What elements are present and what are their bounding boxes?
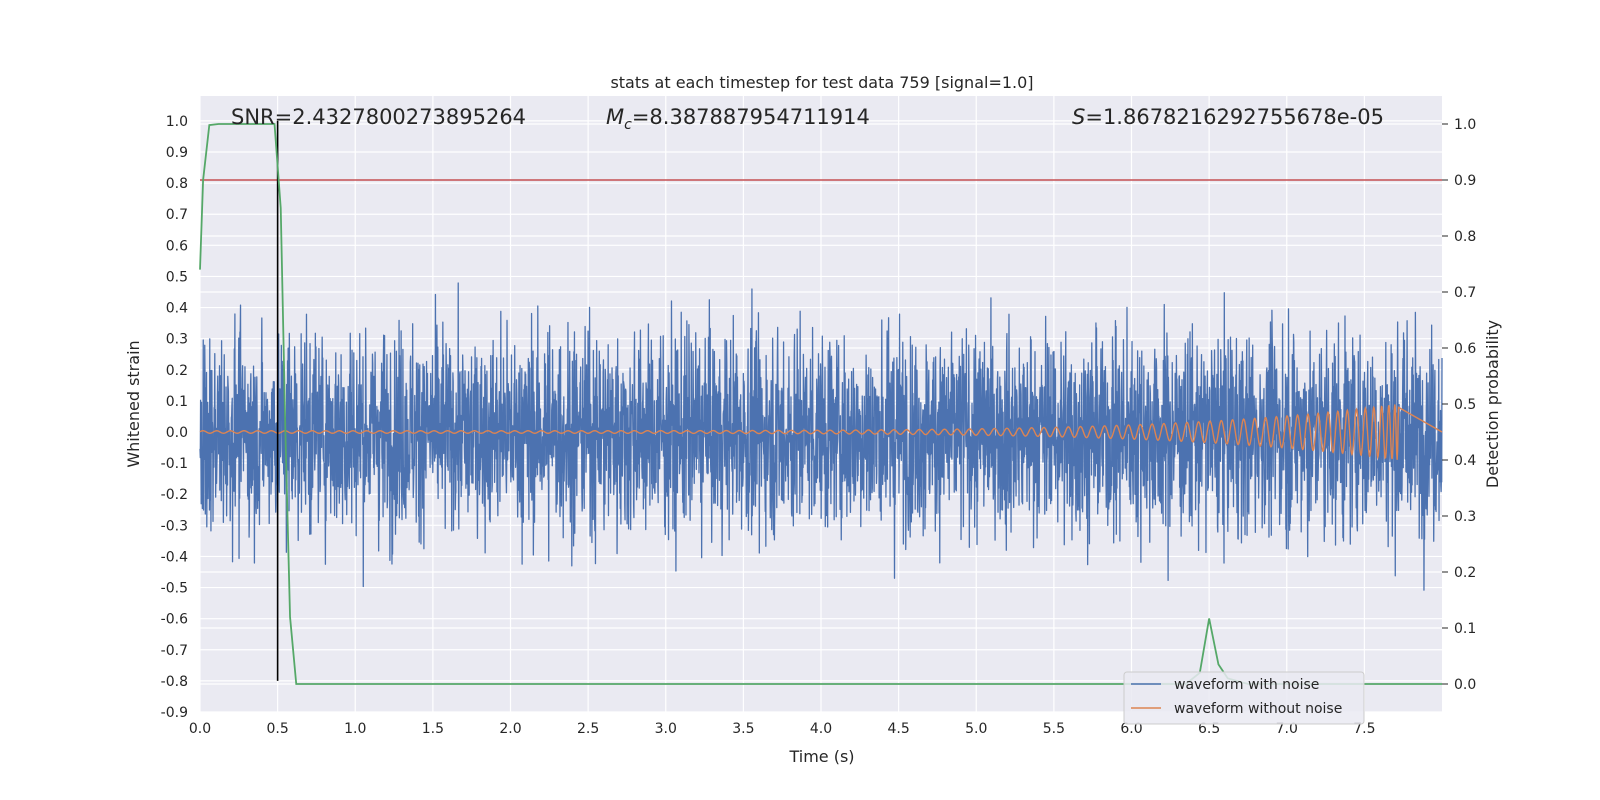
y-tick-label: 0.1 bbox=[166, 394, 188, 410]
y-axis-label: Whitened strain bbox=[124, 340, 143, 467]
y-tick-label: 0.2 bbox=[166, 363, 188, 379]
x-tick-label: 0.5 bbox=[266, 721, 288, 737]
chirp-mass-symbol: M bbox=[606, 105, 624, 129]
clean-waveform-line bbox=[199, 404, 1443, 460]
x-tick-label: 3.0 bbox=[655, 721, 677, 737]
s-symbol: S bbox=[1072, 105, 1085, 129]
y-tick-label: 0.9 bbox=[166, 145, 188, 161]
detection-overlay bbox=[199, 120, 1442, 685]
y2-axis-ticks: 1.0 0.9 0.8 0.7 0.6 0.5 0.4 0.3 0.2 0.1 0.0 bbox=[1442, 117, 1476, 693]
y-axis-ticks: 1.0 0.9 0.8 0.7 0.6 0.5 0.4 0.3 0.2 0.1 0.0 -0.1 -0.… bbox=[161, 114, 188, 721]
y2-tick-label: 0.4 bbox=[1454, 453, 1476, 469]
x-tick-label: 0.0 bbox=[189, 721, 211, 737]
noisy-waveform-line bbox=[199, 282, 1443, 591]
x-tick-label: 1.0 bbox=[344, 721, 366, 737]
legend-label-with-noise: waveform with noise bbox=[1174, 677, 1319, 693]
y-tick-label: 0.5 bbox=[166, 269, 188, 285]
x-tick-label: 3.5 bbox=[732, 721, 754, 737]
series-waveform-without-noise bbox=[199, 404, 1443, 460]
x-tick-label: 2.0 bbox=[499, 721, 521, 737]
y2-tick-label: 0.1 bbox=[1454, 621, 1476, 637]
y2-tick-label: 1.0 bbox=[1454, 117, 1476, 133]
chirp-mass-subscript: c bbox=[624, 117, 632, 133]
y-tick-label: 0.4 bbox=[166, 301, 188, 317]
y-tick-label: 0.7 bbox=[166, 207, 188, 223]
x-axis-label: Time (s) bbox=[788, 747, 854, 766]
y2-tick-label: 0.7 bbox=[1454, 285, 1476, 301]
chart-title: stats at each timestep for test data 759… bbox=[610, 73, 1033, 92]
s-annotation: S=1.8678216292755678e-05 bbox=[1072, 105, 1384, 129]
y-tick-label: -0.4 bbox=[161, 549, 188, 565]
y-tick-label: 1.0 bbox=[166, 114, 188, 130]
y-tick-label: -0.2 bbox=[161, 487, 188, 503]
x-tick-label: 6.5 bbox=[1198, 721, 1220, 737]
chirp-mass-annotation: Mc=8.387887954711914 bbox=[606, 105, 870, 133]
detection-probability-line bbox=[199, 123, 1442, 685]
y2-tick-label: 0.2 bbox=[1454, 565, 1476, 581]
x-tick-label: 4.5 bbox=[887, 721, 909, 737]
x-tick-label: 5.5 bbox=[1043, 721, 1065, 737]
chirp-mass-value: =8.387887954711914 bbox=[632, 105, 870, 129]
y2-tick-label: 0.0 bbox=[1454, 677, 1476, 693]
y-tick-label: -0.7 bbox=[161, 643, 188, 659]
x-tick-label: 6.0 bbox=[1120, 721, 1142, 737]
y-tick-label: -0.5 bbox=[161, 581, 188, 597]
legend-box bbox=[1123, 671, 1365, 725]
legend-label-without-noise: waveform without noise bbox=[1174, 701, 1342, 717]
legend: waveform with noise waveform without noi… bbox=[1123, 671, 1365, 725]
y2-tick-label: 0.5 bbox=[1454, 397, 1476, 413]
snr-annotation: SNR=2.4327800273895264 bbox=[231, 105, 526, 129]
y-tick-label: -0.3 bbox=[161, 518, 188, 534]
x-tick-label: 7.0 bbox=[1276, 721, 1298, 737]
series-waveform-with-noise bbox=[199, 282, 1443, 591]
x-tick-label: 7.5 bbox=[1353, 721, 1375, 737]
y2-tick-label: 0.6 bbox=[1454, 341, 1476, 357]
y-tick-label: -0.9 bbox=[161, 705, 188, 721]
y-tick-label: 0.8 bbox=[166, 176, 188, 192]
s-value: =1.8678216292755678e-05 bbox=[1085, 105, 1384, 129]
y2-tick-label: 0.8 bbox=[1454, 229, 1476, 245]
y-tick-label: 0.3 bbox=[166, 332, 188, 348]
y2-tick-label: 0.3 bbox=[1454, 509, 1476, 525]
y-tick-label: -0.1 bbox=[161, 456, 188, 472]
y-tick-label: 0.0 bbox=[166, 425, 188, 441]
x-tick-label: 5.0 bbox=[965, 721, 987, 737]
x-tick-label: 2.5 bbox=[577, 721, 599, 737]
y-tick-label: 0.6 bbox=[166, 238, 188, 254]
y2-tick-label: 0.9 bbox=[1454, 173, 1476, 189]
x-tick-label: 4.0 bbox=[810, 721, 832, 737]
y2-axis-label: Detection probability bbox=[1483, 320, 1502, 488]
y-tick-label: -0.6 bbox=[161, 612, 188, 628]
x-tick-label: 1.5 bbox=[422, 721, 444, 737]
y-tick-label: -0.8 bbox=[161, 674, 188, 690]
x-axis-ticks: 0.0 0.5 1.0 1.5 2.0 2.5 3.0 3.5 4.0 4.5 5.0 5.5 6.0 6… bbox=[189, 721, 1376, 737]
